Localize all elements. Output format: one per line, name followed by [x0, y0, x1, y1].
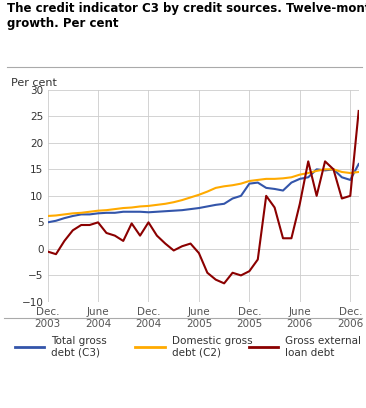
Text: The credit indicator C3 by credit sources. Twelve-month
growth. Per cent: The credit indicator C3 by credit source…: [7, 2, 366, 30]
Text: Per cent: Per cent: [11, 78, 57, 88]
Text: Domestic gross
debt (C2): Domestic gross debt (C2): [172, 336, 253, 357]
Text: Total gross
debt (C3): Total gross debt (C3): [51, 336, 107, 357]
Text: Gross external
loan debt: Gross external loan debt: [285, 336, 362, 357]
